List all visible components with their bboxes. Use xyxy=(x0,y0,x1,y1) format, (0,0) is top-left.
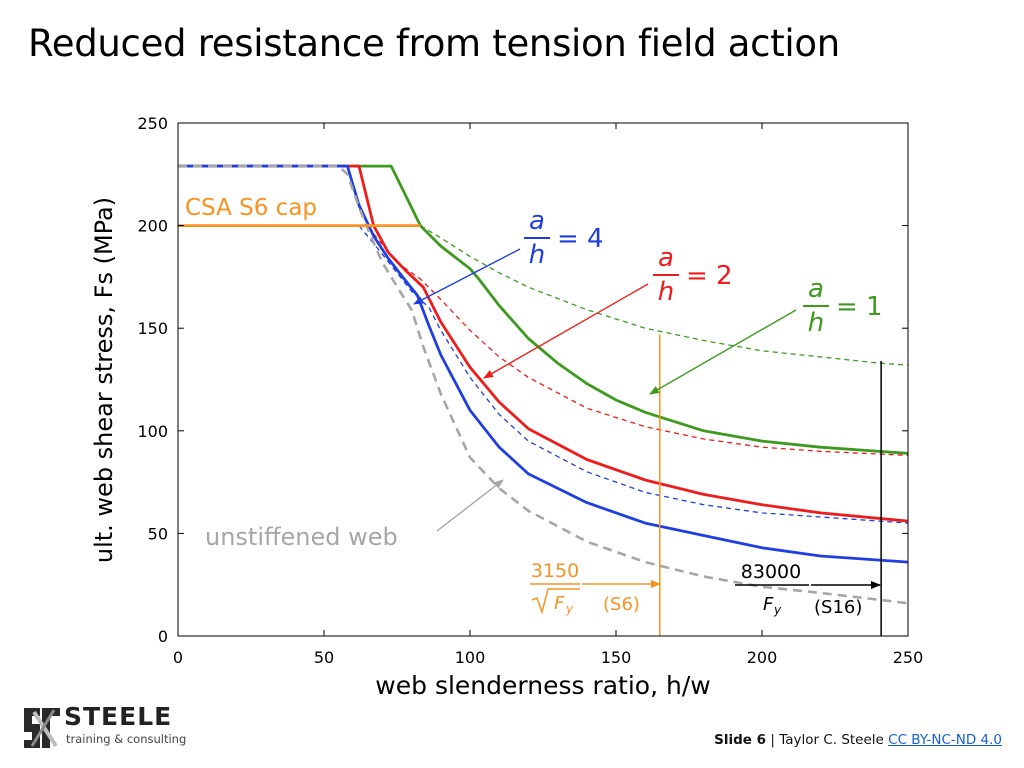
plot-frame xyxy=(177,122,909,637)
slide-number: Slide 6 xyxy=(714,732,767,748)
svg-text:a: a xyxy=(808,274,824,304)
svg-text:h: h xyxy=(529,240,545,270)
series-blue-dashed xyxy=(358,225,909,524)
license-link[interactable]: CC BY-NC-ND 4.0 xyxy=(888,732,1002,748)
series-blue-solid xyxy=(178,164,909,564)
series-red-dashed xyxy=(373,233,909,457)
series-layer xyxy=(178,164,909,636)
a-over-h-2-label: a h = 2 xyxy=(653,243,733,307)
svg-text:83000: 83000 xyxy=(741,561,801,583)
unstiffened-web-label: unstiffened web xyxy=(205,523,398,551)
y-tick-label: 50 xyxy=(148,524,168,543)
axis-ticks: 0 50 100 150 200 250 0 50 100 150 200 250 xyxy=(137,114,923,667)
steele-logo: STEELE training & consulting xyxy=(20,702,195,758)
x-axis-label: web slenderness ratio, h/w xyxy=(375,671,710,700)
y-axis-label: ult. web shear stress, Fs (MPa) xyxy=(90,197,118,563)
x-tick-label: 200 xyxy=(747,648,778,667)
y-tick-label: 250 xyxy=(137,114,168,133)
footer-separator: | xyxy=(770,732,775,748)
s6-formula: 3150 F y (S6) xyxy=(530,560,640,616)
footer-author: Taylor C. Steele xyxy=(779,732,884,748)
y-tick-label: 100 xyxy=(137,422,168,441)
slide-title: Reduced resistance from tension field ac… xyxy=(28,22,840,65)
a-over-h-4-arrow xyxy=(413,248,521,305)
slide-footer: Slide 6 | Taylor C. Steele CC BY-NC-ND 4… xyxy=(714,732,1002,748)
svg-text:h: h xyxy=(808,308,824,338)
x-tick-label: 50 xyxy=(314,648,334,667)
steele-logo-mark-icon xyxy=(24,708,60,748)
a-over-h-2-arrow xyxy=(483,283,649,379)
svg-text:h: h xyxy=(658,277,674,307)
x-tick-label: 150 xyxy=(601,648,632,667)
series-green-solid xyxy=(178,164,909,455)
x-tick-label: 100 xyxy=(455,648,486,667)
svg-text:(S16): (S16) xyxy=(814,597,862,618)
logo-wordmark: STEELE xyxy=(64,702,173,731)
s16-formula: 83000 F y (S16) xyxy=(735,561,862,618)
x-tick-label: 250 xyxy=(893,648,924,667)
svg-text:= 2: = 2 xyxy=(686,261,733,291)
a-over-h-4-label: a h = 4 xyxy=(524,206,604,270)
x-tick-label: 0 xyxy=(173,648,183,667)
unstiffened-arrow xyxy=(436,479,504,532)
svg-text:a: a xyxy=(529,206,545,236)
svg-text:F: F xyxy=(554,593,565,614)
svg-text:F: F xyxy=(763,594,774,615)
svg-text:(S6): (S6) xyxy=(603,594,640,615)
a-over-h-1-label: a h = 1 xyxy=(803,274,883,338)
series-red-solid xyxy=(178,164,909,523)
svg-text:y: y xyxy=(565,602,574,616)
csa-s6-cap-label: CSA S6 cap xyxy=(185,195,317,221)
a-over-h-1-arrow xyxy=(649,309,797,395)
logo-tagline: training & consulting xyxy=(66,732,187,746)
y-tick-label: 0 xyxy=(158,627,168,646)
y-tick-label: 200 xyxy=(137,217,168,236)
svg-text:a: a xyxy=(658,243,674,273)
svg-text:y: y xyxy=(773,603,782,617)
series-unstiffened-web xyxy=(178,164,909,605)
y-tick-label: 150 xyxy=(137,319,168,338)
shear-stress-chart: 0 50 100 150 200 250 0 50 100 150 200 250 web slend… xyxy=(90,114,923,700)
series-green-dashed xyxy=(420,225,909,366)
svg-text:3150: 3150 xyxy=(531,560,579,582)
svg-text:= 4: = 4 xyxy=(557,224,604,254)
svg-text:= 1: = 1 xyxy=(836,292,883,322)
